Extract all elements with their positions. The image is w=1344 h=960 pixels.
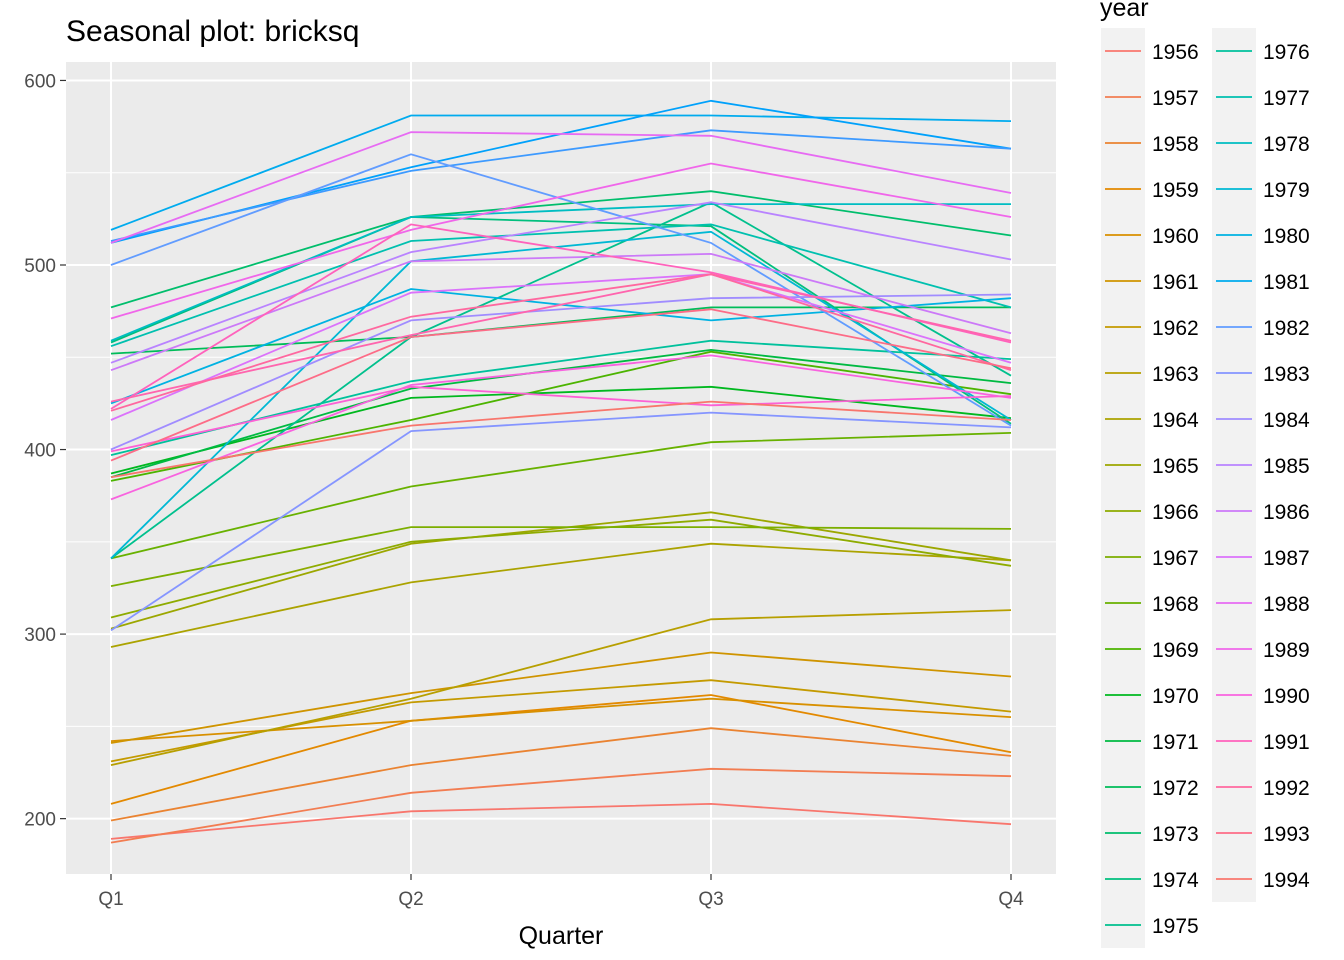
legend-label: 1974 [1152,869,1199,892]
legend-label: 1971 [1152,731,1199,754]
x-axis: Q1 Q2 Q3 Q4 [98,874,1024,910]
y-tick-label: 500 [24,256,56,277]
series-line-1990 [110,131,1012,244]
legend-label: 1981 [1263,271,1310,294]
series-line-1985 [110,411,1012,632]
legend-label: 1958 [1152,133,1199,156]
legend-label: 1973 [1152,823,1199,846]
legend-label: 1962 [1152,317,1199,340]
legend-label: 1994 [1263,869,1310,892]
series-line-1986 [110,293,1012,451]
legend-label: 1957 [1152,87,1199,110]
legend-label: 1969 [1152,639,1199,662]
chart-title: Seasonal plot: bricksq [66,15,360,48]
legend-label: 1961 [1152,271,1199,294]
y-tick-label: 300 [24,625,56,646]
series-line-1979 [110,230,1012,560]
plot-panel [66,62,1056,874]
series-line-1970 [110,385,1012,475]
series-line-1971 [110,348,1012,479]
legend-label: 1991 [1263,731,1310,754]
legend-label: 1956 [1152,41,1199,64]
x-tick-label: Q2 [398,889,423,910]
series-line-extra-39 [110,273,1012,403]
series-line-extra-41 [110,308,1012,462]
legend-label: 1960 [1152,225,1199,248]
series-line-extra-42 [110,400,1012,479]
y-tick-label: 200 [24,810,56,831]
legend-label: 1959 [1152,179,1199,202]
x-tick-label: Q1 [98,889,123,910]
series-line-1987 [110,201,1012,364]
legend-label: 1967 [1152,547,1199,570]
x-tick-label: Q3 [698,889,723,910]
series-line-1956 [110,802,1012,840]
series-lines [110,99,1012,844]
series-line-1959 [110,694,1012,805]
legend-label: 1986 [1263,501,1310,524]
series-line-1975 [110,201,1012,560]
series-line-1989 [110,273,1012,421]
series-line-1968 [110,432,1012,560]
y-axis: 200 300 400 500 600 [24,71,66,831]
series-line-1963 [110,609,1012,766]
series-line-1981 [110,114,1012,231]
legend-label: 1987 [1263,547,1310,570]
series-line-1958 [110,727,1012,822]
legend-label: 1965 [1152,455,1199,478]
legend-label: 1970 [1152,685,1199,708]
legend-label: 1993 [1263,823,1310,846]
legend-label: 1966 [1152,501,1199,524]
legend: year 1956 1957 1958 1959 1960 1961 1962 1963 196… [1100,0,1310,948]
series-line-1992 [110,354,1012,501]
legend-label: 1976 [1263,41,1310,64]
legend-label: 1982 [1263,317,1310,340]
legend-label: 1989 [1263,639,1310,662]
legend-label: 1977 [1263,87,1310,110]
series-line-1960 [110,697,1012,742]
legend-label: 1983 [1263,363,1310,386]
series-line-1957 [110,767,1012,844]
x-axis-label: Quarter [519,922,604,950]
major-gridlines [66,62,1056,874]
series-line-1964 [110,542,1012,648]
legend-label: 1990 [1263,685,1310,708]
series-line-1993 [110,385,1012,453]
series-line-1966 [110,518,1012,619]
legend-label: 1964 [1152,409,1199,432]
series-line-1983 [110,129,1012,242]
x-tick-label: Q4 [998,889,1024,910]
legend-label: 1992 [1263,777,1310,800]
legend-label: 1984 [1263,409,1310,432]
legend-label: 1978 [1263,133,1310,156]
series-line-1977 [110,223,1012,348]
series-line-1973 [110,190,1012,309]
y-tick-label: 400 [24,441,56,462]
y-tick-label: 600 [24,71,56,92]
legend-label: 1980 [1263,225,1310,248]
legend-label: 1968 [1152,593,1199,616]
legend-label: 1985 [1263,455,1310,478]
legend-label: 1972 [1152,777,1199,800]
legend-label: 1988 [1263,593,1310,616]
series-line-1961 [110,651,1012,744]
series-line-1984 [110,153,1012,427]
series-line-1978 [110,203,1011,342]
series-line-1969 [110,350,1012,482]
series-line-1967 [110,526,1012,587]
series-line-extra-40 [110,273,1012,412]
legend-label: 1979 [1263,179,1310,202]
legend-title: year [1100,0,1149,22]
series-line-1991 [110,162,1012,320]
legend-label: 1963 [1152,363,1199,386]
legend-label: 1975 [1152,915,1199,938]
